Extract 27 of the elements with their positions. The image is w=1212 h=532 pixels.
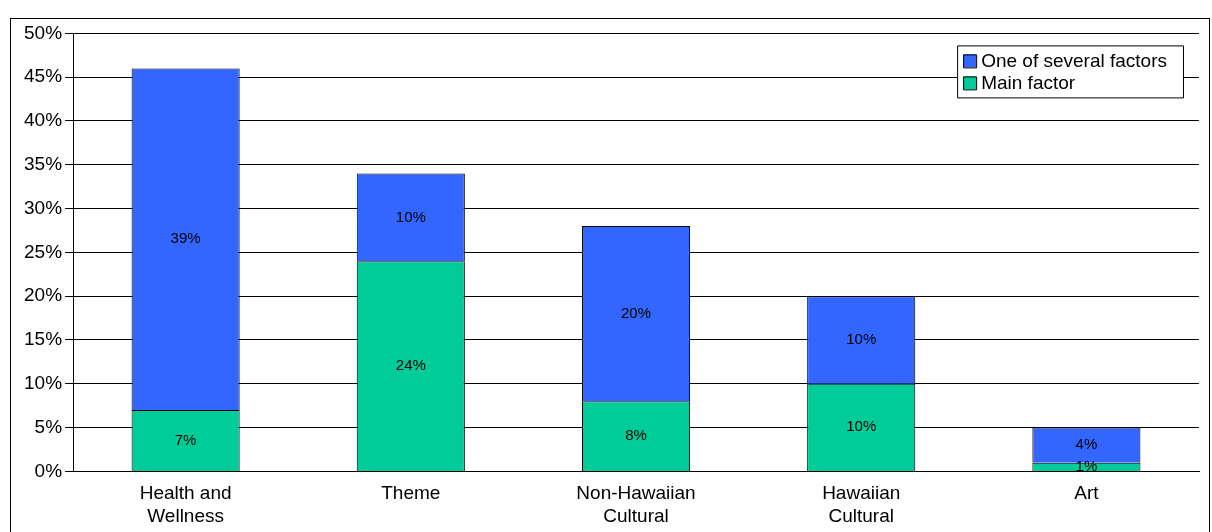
data-label: 4% [1075,435,1098,453]
y-tick-label: 50% [24,21,63,43]
data-label: 10% [846,330,877,348]
data-label: 39% [170,229,201,247]
y-tick-label: 30% [24,196,63,218]
y-tick-label: 35% [24,153,63,175]
legend-label: One of several factors [981,49,1168,71]
y-tick-label: 45% [24,65,63,87]
data-label: 10% [846,417,877,435]
x-tick-label: Health and Wellness [139,482,232,526]
y-tick-label: 5% [34,415,63,437]
data-label: 8% [625,426,647,444]
y-tick-label: 0% [34,459,63,481]
data-label: 7% [174,430,197,448]
data-label: 20% [621,303,652,321]
x-tick-label: Theme [381,482,441,504]
y-tick-label: 25% [24,240,63,262]
data-label: 10% [395,207,426,225]
legend-label: Main factor [981,71,1076,93]
y-tick-label: 15% [24,328,63,350]
x-tick-label: Hawaiian Cultural [822,482,901,526]
y-tick-label: 20% [24,284,63,306]
y-tick-label: 10% [24,372,63,394]
data-label: 24% [395,356,426,374]
y-tick-label: 40% [24,109,63,131]
x-tick-label: Art [1074,482,1100,504]
x-tick-label: Non-Hawaiian Cultural [576,482,696,526]
